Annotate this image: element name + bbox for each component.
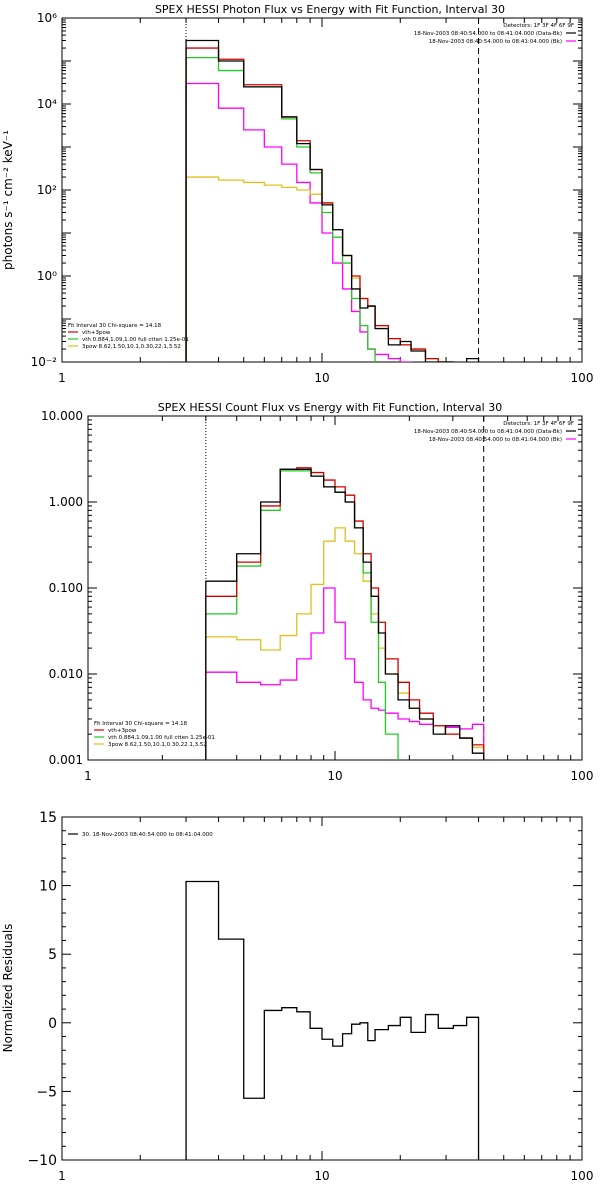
residuals-legend-left-entry: 30. 18-Nov-2003 08:40:54.000 to 08:41:04…: [82, 832, 213, 838]
photon-flux-x-tick-label: 1: [58, 371, 66, 385]
photon-flux-legend-left-entry: 3pow 8.62,1.50,10.1,0.30,22.1,3.52: [82, 344, 181, 350]
count-flux-x-tick-label: 1: [84, 769, 92, 783]
residuals-y-tick-label: −10: [27, 1153, 57, 1169]
residuals-x-tick-label: 100: [571, 1169, 594, 1183]
residuals-x-tick-label: 10: [314, 1169, 329, 1183]
photon-flux-y-label: photons s⁻¹ cm⁻² keV⁻¹: [1, 130, 15, 270]
residuals-y-tick-label: 5: [48, 947, 57, 963]
count-flux-legend-left-entry: Fit Interval 30 Chi-square = 14.18: [94, 721, 188, 727]
count-flux-panel: SPEX HESSI Count Flux vs Energy with Fit…: [41, 401, 594, 783]
photon-flux-series-vth+3pow: [185, 47, 480, 362]
count-flux-title: SPEX HESSI Count Flux vs Energy with Fit…: [158, 401, 502, 414]
count-flux-legend-left-entry: vth 0.884,1.09,1.00 full ctten 1.25e-01: [108, 735, 215, 741]
count-flux-y-tick-label: 10.000: [41, 409, 83, 423]
count-flux-y-tick-label: 1.000: [49, 495, 83, 509]
count-flux-legend-left-entry: 3pow 8.62,1.50,10.1,0.30,22.1,3.52: [108, 742, 207, 748]
photon-flux-legend-left-entry: vth 0.884,1.09,1.00 full ctten 1.25e-01: [82, 337, 189, 343]
residuals-y-label: Normalized Residuals: [1, 924, 15, 1053]
count-flux-legend-left-entry: vth+3pow: [108, 728, 137, 734]
count-flux-legend-right-entry: 18-Nov-2003 08:40:54.000 to 08:41:04.000…: [429, 437, 562, 443]
photon-flux-series-background: [185, 82, 480, 362]
photon-flux-panel: SPEX HESSI Photon Flux vs Energy with Fi…: [1, 3, 593, 385]
count-flux-x-tick-label: 10: [327, 769, 342, 783]
residuals-y-tick-label: −5: [36, 1084, 57, 1100]
photon-flux-legend-left-entry: vth+3pow: [82, 330, 111, 336]
photon-flux-legend-left-entry: Fit Interval 30 Chi-square = 14.18: [68, 323, 162, 329]
count-flux-y-tick-label: 0.010: [49, 667, 83, 681]
residuals-x-tick-label: 1: [58, 1169, 66, 1183]
photon-flux-legend-right-entry: 18-Nov-2003 08:40:54.000 to 08:41:04.000…: [414, 31, 562, 37]
count-flux-x-tick-label: 100: [571, 769, 594, 783]
photon-flux-y-tick-label: 10⁴: [37, 97, 57, 111]
photon-flux-x-tick-label: 100: [571, 371, 594, 385]
photon-flux-y-tick-label: 10⁶: [37, 11, 57, 25]
count-flux-y-tick-label: 0.001: [49, 753, 83, 767]
residuals-panel: Normalized Residuals 1 10 100 −10 −5 0 5 10 15 30…: [1, 810, 593, 1183]
count-flux-series-vth+3pow: [205, 467, 485, 760]
count-flux-series-data: [205, 468, 485, 760]
residuals-plot-frame: [61, 816, 583, 1161]
residuals-y-tick-label: 10: [39, 879, 57, 895]
residuals-y-tick-label: 15: [39, 810, 57, 826]
count-flux-detectors-text: Detectors: 1F 3F 4F 6F 9F: [503, 421, 574, 427]
photon-flux-title: SPEX HESSI Photon Flux vs Energy with Fi…: [155, 3, 505, 16]
count-flux-y-tick-label: 0.100: [49, 581, 83, 595]
photon-flux-y-tick-label: 10⁻²: [31, 355, 58, 369]
photon-flux-legend-right-entry: 18-Nov-2003 08:40:54.000 to 08:41:04.000…: [429, 39, 562, 45]
residuals-y-tick-label: 0: [48, 1016, 57, 1032]
photon-flux-y-tick-label: 10⁰: [37, 269, 57, 283]
count-flux-legend-right-entry: 18-Nov-2003 08:40:54.000 to 08:41:04.000…: [414, 429, 562, 435]
photon-flux-x-tick-label: 10: [314, 371, 329, 385]
photon-flux-series-data: [185, 39, 480, 362]
photon-flux-detectors-text: Detectors: 1F 3F 4F 6F 9F: [503, 23, 574, 29]
residuals-series-data: [185, 880, 480, 1160]
photon-flux-y-tick-label: 10²: [37, 183, 57, 197]
